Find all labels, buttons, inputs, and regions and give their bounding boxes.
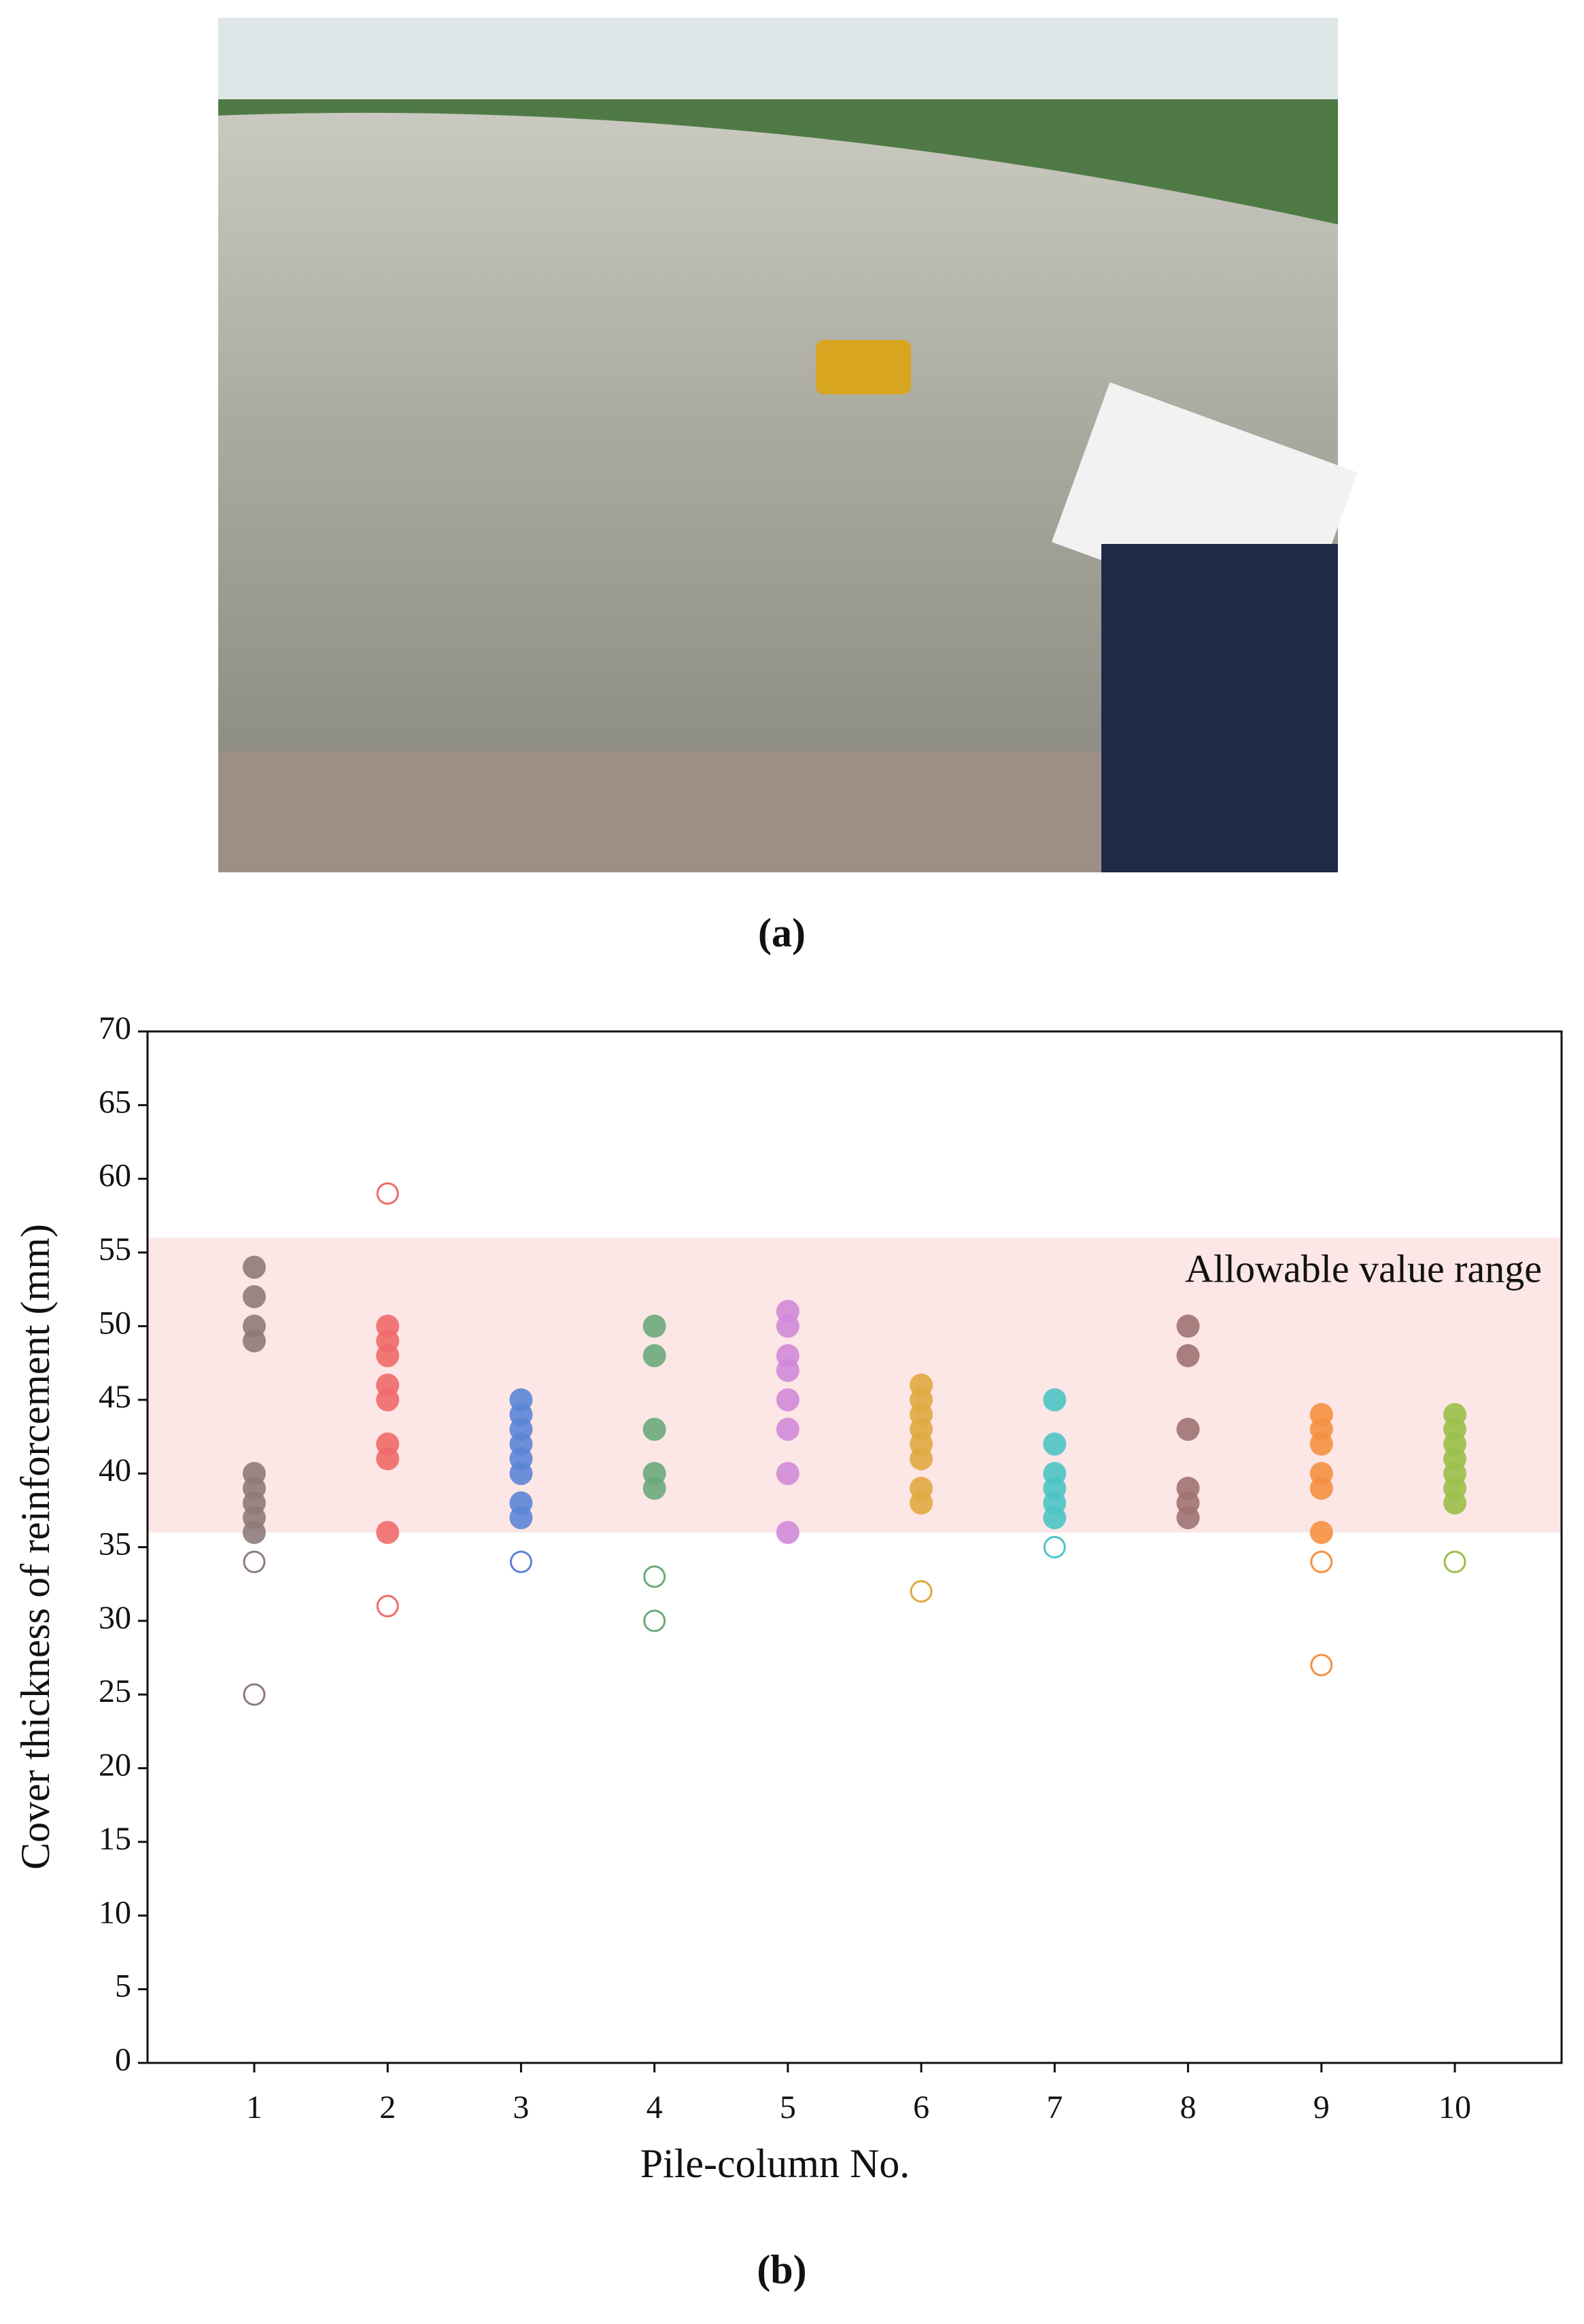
y-tick-label: 30 — [99, 1600, 131, 1636]
point — [509, 1506, 533, 1530]
outlier-point — [376, 1182, 399, 1205]
photo-pile — [218, 112, 1338, 757]
y-tick-label: 70 — [99, 1010, 131, 1046]
point — [1309, 1520, 1333, 1544]
outlier-point — [509, 1550, 532, 1573]
point — [509, 1462, 533, 1486]
point — [242, 1520, 266, 1544]
y-tick-label: 15 — [99, 1821, 131, 1857]
point — [1443, 1491, 1467, 1515]
photo-sky — [218, 18, 1338, 99]
outlier-point — [243, 1550, 266, 1573]
outlier-point — [243, 1683, 266, 1706]
point — [642, 1476, 666, 1500]
photo-device — [816, 340, 911, 394]
outlier-point — [1310, 1550, 1333, 1573]
point — [376, 1520, 400, 1544]
outlier-point — [1043, 1536, 1066, 1558]
point — [376, 1447, 400, 1471]
point — [376, 1388, 400, 1412]
outlier-point — [1443, 1550, 1466, 1573]
point — [1176, 1506, 1200, 1530]
photo-person — [1101, 544, 1338, 872]
y-tick-label: 0 — [115, 2042, 131, 2078]
y-axis-title: Cover thickness of reinforcement (mm) — [13, 1224, 58, 1870]
x-tick-label: 1 — [246, 2089, 262, 2125]
y-tick-label: 60 — [99, 1158, 131, 1194]
point — [242, 1285, 266, 1309]
y-tick-label: 10 — [99, 1894, 131, 1930]
point — [1043, 1432, 1067, 1456]
point — [776, 1520, 799, 1544]
x-tick-label: 8 — [1180, 2089, 1196, 2125]
point — [1176, 1418, 1200, 1441]
x-tick-label: 7 — [1046, 2089, 1063, 2125]
point — [776, 1462, 799, 1486]
point — [376, 1344, 400, 1367]
point — [1043, 1506, 1067, 1530]
point — [776, 1418, 799, 1441]
point — [1043, 1388, 1067, 1412]
point — [1309, 1432, 1333, 1456]
outlier-point — [376, 1594, 399, 1618]
plot-frame — [146, 1030, 1563, 2064]
outlier-point — [643, 1609, 666, 1633]
y-tick-label: 35 — [99, 1526, 131, 1562]
photo — [218, 18, 1358, 872]
outlier-point — [910, 1580, 933, 1603]
point — [642, 1314, 666, 1338]
point — [910, 1447, 933, 1471]
x-tick-label: 6 — [913, 2089, 929, 2125]
point — [642, 1344, 666, 1367]
point — [1176, 1344, 1200, 1367]
point — [776, 1388, 799, 1412]
x-tick-label: 5 — [780, 2089, 796, 2125]
annotation: Allowable value range — [1185, 1246, 1542, 1291]
outlier-point — [643, 1565, 666, 1588]
x-axis-title: Pile-column No. — [640, 2141, 910, 2186]
y-tick-label: 20 — [99, 1747, 131, 1783]
point — [242, 1255, 266, 1279]
y-tick-label: 5 — [115, 1968, 131, 2004]
point — [776, 1358, 799, 1382]
caption-b: (b) — [757, 2247, 806, 2292]
y-tick-label: 40 — [99, 1452, 131, 1488]
x-tick-label: 10 — [1439, 2089, 1471, 2125]
x-tick-label: 3 — [513, 2089, 529, 2125]
y-tick-label: 25 — [99, 1673, 131, 1709]
y-tick-label: 45 — [99, 1379, 131, 1415]
point — [776, 1314, 799, 1338]
point — [1176, 1314, 1200, 1338]
x-tick-label: 2 — [379, 2089, 396, 2125]
outlier-point — [1310, 1654, 1333, 1677]
caption-a: (a) — [758, 910, 806, 955]
x-tick-label: 9 — [1313, 2089, 1330, 2125]
point — [242, 1329, 266, 1353]
point — [910, 1491, 933, 1515]
point — [642, 1418, 666, 1441]
y-tick-label: 65 — [99, 1084, 131, 1120]
x-tick-label: 4 — [647, 2089, 663, 2125]
y-tick-label: 50 — [99, 1305, 131, 1341]
y-tick-label: 55 — [99, 1231, 131, 1267]
point — [1309, 1476, 1333, 1500]
